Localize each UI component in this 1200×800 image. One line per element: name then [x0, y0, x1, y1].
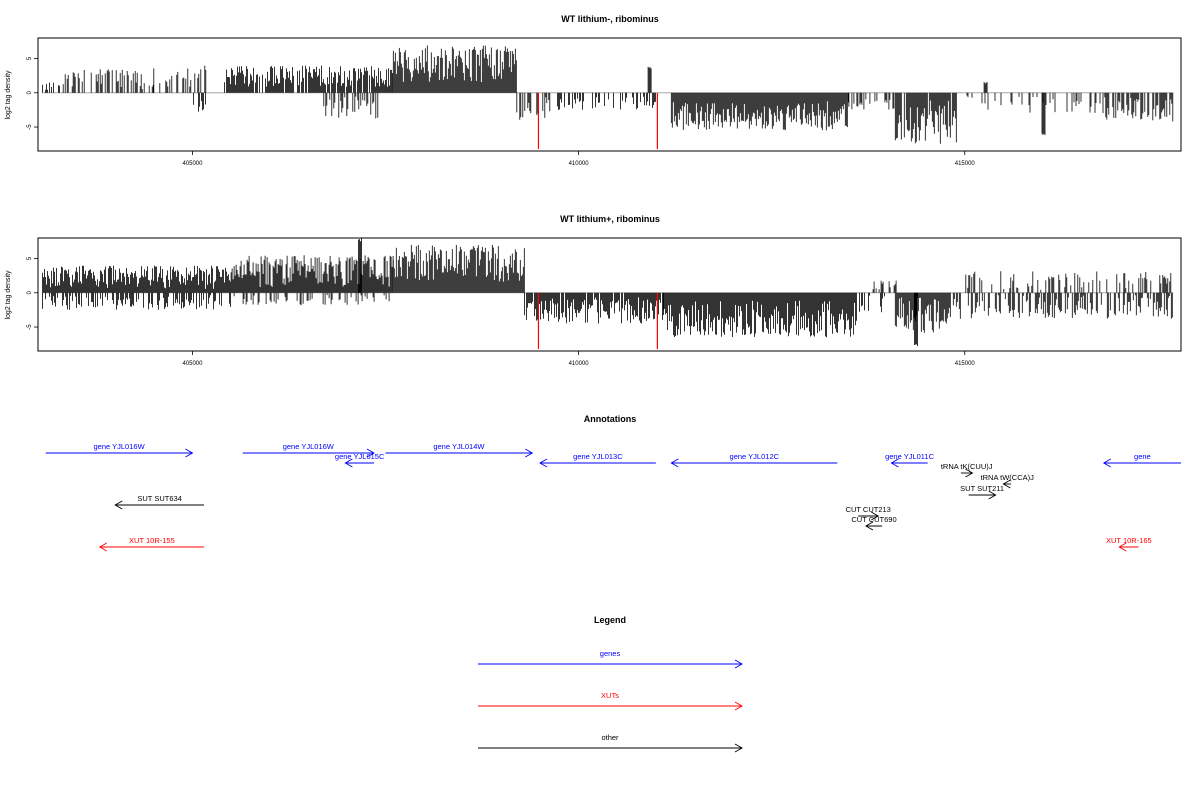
feature-arrow — [344, 458, 374, 468]
feature-arrow — [539, 458, 656, 468]
feature-label: SUT SUT634 — [137, 494, 181, 503]
y-tick-label: -5 — [27, 324, 33, 330]
legend-arrow — [478, 701, 743, 711]
annotations-title: Annotations — [584, 414, 637, 424]
feature-label: XUT 10R-165 — [1106, 536, 1152, 545]
coverage-panel-lithium-minus: WT lithium-, ribominus 5 0 -5 405000 410000 4… — [5, 14, 1182, 167]
feature-arrow — [960, 468, 974, 478]
feature-arrow — [114, 500, 205, 510]
feature-arrow — [670, 458, 838, 468]
feature-arrow — [242, 448, 375, 458]
feature-label: tRNA tW(CCA)J — [981, 473, 1035, 482]
feature-label: gene YJL014W — [433, 442, 485, 451]
feature-label: CUT CUT690 — [851, 515, 896, 524]
x-tick-label: 410000 — [569, 361, 590, 367]
plot-frame — [37, 237, 1182, 352]
y-tick-label: 0 — [27, 90, 33, 94]
y-tick-label: 0 — [27, 290, 33, 294]
y-tick-label: -5 — [27, 124, 33, 130]
feature-arrow — [968, 490, 997, 500]
feature-label: gene YJL016W — [283, 442, 335, 451]
panel-marks: 5 0 -5 405000 410000 415000 — [27, 238, 1174, 367]
feature-arrow — [1118, 542, 1139, 552]
legend-arrow — [478, 743, 743, 753]
panel-title: WT lithium-, ribominus — [561, 14, 659, 24]
y-axis-label: log2 tag density — [5, 270, 12, 320]
annotations-track: Annotations gene YJL016W gene YJL016Wgene… — [45, 414, 1181, 552]
y-tick-label: 5 — [27, 256, 33, 260]
legend-arrow — [478, 659, 743, 669]
legend-items: genes XUTs other — [478, 649, 743, 753]
y-tick-label: 5 — [27, 56, 33, 60]
legend: Legend genes XUTs other — [478, 615, 743, 753]
y-axis-label: log2 tag density — [5, 70, 12, 120]
panel-title: WT lithium+, ribominus — [560, 214, 660, 224]
feature-label: gene YJL012C — [730, 452, 780, 461]
feature-label: gene — [1134, 452, 1151, 461]
feature-arrow — [385, 448, 534, 458]
x-tick-label: 405000 — [182, 161, 203, 167]
panel-marks: 5 0 -5 405000 410000 415000 — [27, 45, 1174, 167]
feature-label: tRNA tK(CUU)J — [941, 462, 993, 471]
feature-label: gene YJL016W — [94, 442, 146, 451]
feature-arrow — [858, 511, 880, 521]
x-tick-label: 410000 — [569, 161, 590, 167]
x-tick-label: 405000 — [182, 361, 203, 367]
legend-label: other — [601, 733, 619, 742]
x-tick-label: 415000 — [955, 161, 976, 167]
feature-label: CUT CUT213 — [846, 505, 891, 514]
feature-arrow — [1102, 458, 1181, 468]
feature-label: SUT SUT211 — [960, 484, 1004, 493]
feature-arrow — [45, 448, 194, 458]
legend-label: genes — [600, 649, 621, 658]
coverage-panel-lithium-plus: WT lithium+, ribominus 5 0 -5 405000 410000 4… — [5, 214, 1182, 367]
x-tick-label: 415000 — [955, 361, 976, 367]
feature-label: gene YJL015C — [335, 452, 385, 461]
feature-arrow — [864, 521, 883, 531]
legend-label: XUTs — [601, 691, 619, 700]
feature-label: XUT 10R-155 — [129, 536, 175, 545]
legend-title: Legend — [594, 615, 626, 625]
feature-label: gene YJL011C — [885, 452, 935, 461]
feature-label: gene YJL013C — [573, 452, 623, 461]
plot-frame — [37, 37, 1182, 152]
feature-arrow — [890, 458, 928, 468]
feature-arrow — [1002, 479, 1012, 489]
feature-arrow — [98, 542, 205, 552]
